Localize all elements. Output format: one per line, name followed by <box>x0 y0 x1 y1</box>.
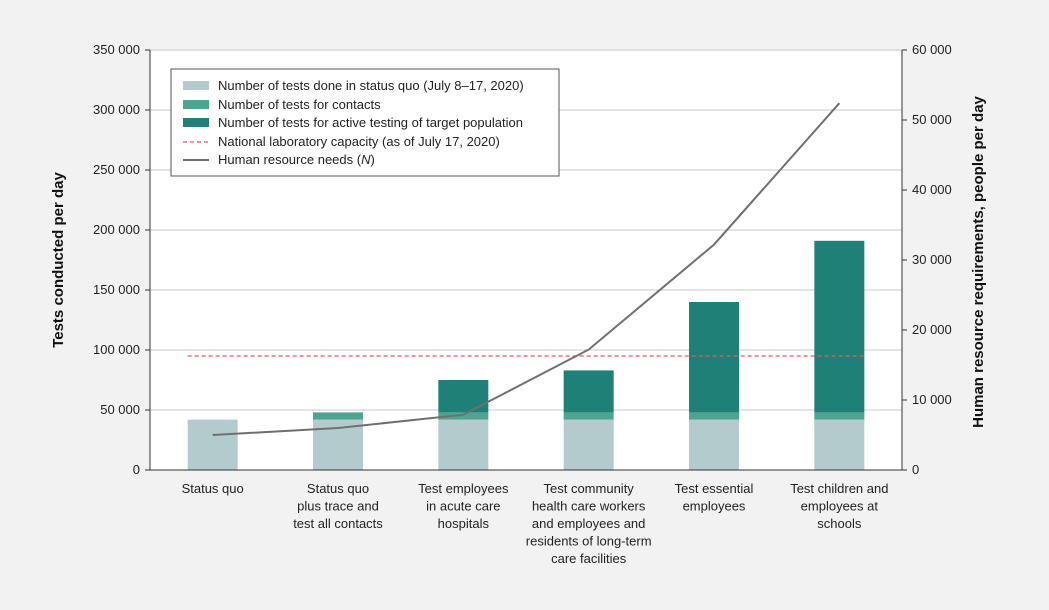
y2-tick-label: 40 000 <box>912 182 952 197</box>
category-label-line: Status quo <box>182 481 244 496</box>
y-axis-title: Tests conducted per day <box>50 172 67 348</box>
legend-label-active-testing: Number of tests for active testing of ta… <box>218 115 523 130</box>
legend-swatch-active-testing <box>183 118 209 127</box>
bar-segment-3 <box>689 302 739 413</box>
y2-tick-label: 30 000 <box>912 252 952 267</box>
bar-segment-3 <box>814 240 865 413</box>
human-resource-line <box>212 102 841 436</box>
y-tick-label: 250 000 <box>93 162 140 177</box>
y-tick-label: 50 000 <box>100 402 140 417</box>
category-label: Status quo <box>182 481 244 496</box>
category-label-line: health care workers <box>532 499 646 514</box>
y-tick-label: 100 000 <box>93 342 140 357</box>
category-label-line: hospitals <box>438 516 490 531</box>
human-resource-line-group <box>212 102 841 436</box>
bar-segment-2 <box>563 412 614 420</box>
category-label-line: Test essential <box>675 481 754 496</box>
y-tick-label: 150 000 <box>93 282 140 297</box>
y-tick-label: 300 000 <box>93 102 140 117</box>
legend-swatch-contacts <box>183 100 209 109</box>
category-label: Test employees in acute care hospitals <box>418 481 509 531</box>
legend-swatch-status-quo <box>183 81 209 90</box>
bar-segment-3 <box>563 370 614 413</box>
category-label-line: residents of long-term <box>526 534 652 549</box>
legend-hr-prefix: Human resource needs ( <box>218 152 362 167</box>
y2-ticks: 0 10 000 20 000 30 000 40 000 50 000 60 000 <box>902 42 952 477</box>
y2-tick-label: 60 000 <box>912 42 952 57</box>
legend-hr-suffix: ) <box>370 152 374 167</box>
category-label-line: employees at <box>801 499 879 514</box>
category-label-line: Status quo <box>307 481 369 496</box>
y-tick-label: 0 <box>133 462 140 477</box>
bars <box>187 240 865 470</box>
bar-segment-3 <box>438 380 489 413</box>
category-label-line: plus trace and <box>297 499 379 514</box>
category-label: Test essential employees <box>675 481 754 514</box>
bar-segment-2 <box>814 412 865 420</box>
y2-tick-label: 20 000 <box>912 322 952 337</box>
bar-segment-1 <box>187 419 238 470</box>
category-label-line: employees <box>683 499 746 514</box>
y2-tick-label: 50 000 <box>912 112 952 127</box>
legend-label-contacts: Number of tests for contacts <box>218 97 381 112</box>
category-labels: Status quo Status quo plus trace and test a… <box>182 481 889 566</box>
bar-segment-1 <box>438 419 489 470</box>
bar-segment-1 <box>814 419 865 470</box>
category-label-line: Test employees <box>418 481 509 496</box>
category-label-line: Test community <box>544 481 635 496</box>
bar-segment-2 <box>689 412 739 420</box>
bar-segment-1 <box>689 419 739 470</box>
category-label-line: and employees and <box>532 516 645 531</box>
y-tick-label: 200 000 <box>93 222 140 237</box>
category-label-line: Test children and <box>790 481 888 496</box>
category-label: Status quo plus trace and test all contact… <box>293 481 383 531</box>
legend-label-hr-needs: Human resource needs (N) <box>218 152 375 167</box>
bar-segment-1 <box>563 419 614 470</box>
bar-segment-2 <box>438 412 489 420</box>
legend-label-status-quo: Number of tests done in status quo (July… <box>218 78 524 93</box>
legend-hr-var: N <box>361 152 371 167</box>
category-label-line: schools <box>817 516 862 531</box>
legend: Number of tests done in status quo (July… <box>170 68 560 177</box>
legend-box <box>170 68 560 177</box>
category-label: Test community health care workers and emp… <box>526 481 652 566</box>
y-ticks: 0 50 000 100 000 150 000 200 000 250 000 300 0… <box>93 42 150 477</box>
y2-tick-label: 0 <box>912 462 919 477</box>
category-label-line: in acute care <box>426 499 500 514</box>
category-label-line: test all contacts <box>293 516 383 531</box>
bar-segment-2 <box>313 412 363 420</box>
category-label: Test children and employees at schools <box>790 481 888 531</box>
y2-axis-title: Human resource requirements, people per … <box>970 95 987 427</box>
legend-label-lab-capacity: National laboratory capacity (as of July… <box>218 134 500 149</box>
y2-tick-label: 10 000 <box>912 392 952 407</box>
category-label-line: care facilities <box>551 551 627 566</box>
y-tick-label: 350 000 <box>93 42 140 57</box>
